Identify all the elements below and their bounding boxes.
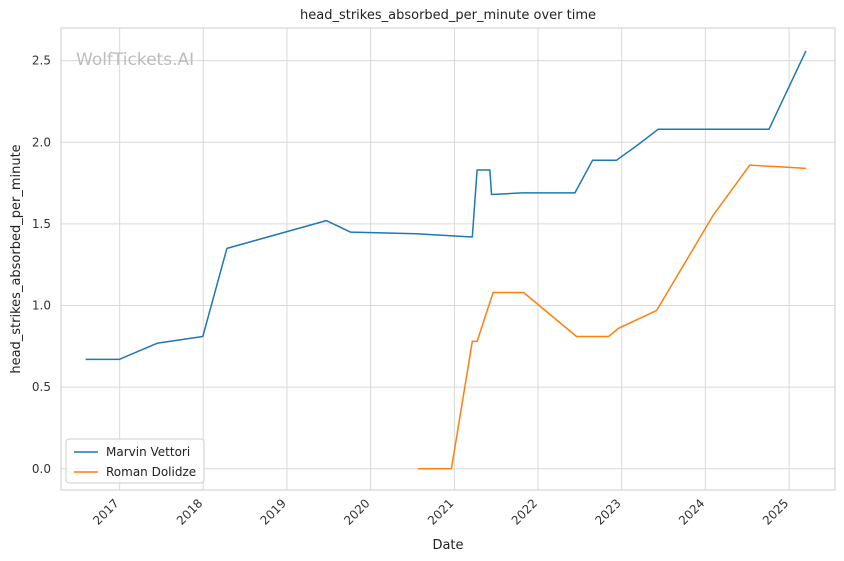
y-tick-label: 0.5 [32, 380, 51, 394]
legend-label: Marvin Vettori [106, 445, 190, 459]
y-tick-label: 1.5 [32, 217, 51, 231]
legend-label: Roman Dolidze [106, 465, 196, 479]
y-axis-title: head_strikes_absorbed_per_minute [9, 144, 24, 373]
legend-box [65, 438, 205, 484]
watermark: WolfTickets.AI [76, 50, 194, 70]
series-line-marvin-vettori [85, 50, 807, 361]
y-tick-label: 2.0 [32, 135, 51, 149]
y-tick-label: 0.0 [32, 462, 51, 476]
grid [61, 28, 835, 490]
legend: Marvin Vettori Roman Dolidze [65, 438, 205, 484]
y-tick-label: 2.5 [32, 54, 51, 68]
plot-frame [60, 27, 836, 491]
chart-title: head_strikes_absorbed_per_minute over ti… [300, 8, 596, 23]
series-layer [85, 50, 807, 470]
x-axis-title: Date [432, 538, 463, 553]
y-tick-label: 1.0 [32, 299, 51, 313]
series-line-roman-dolidze [417, 164, 806, 470]
